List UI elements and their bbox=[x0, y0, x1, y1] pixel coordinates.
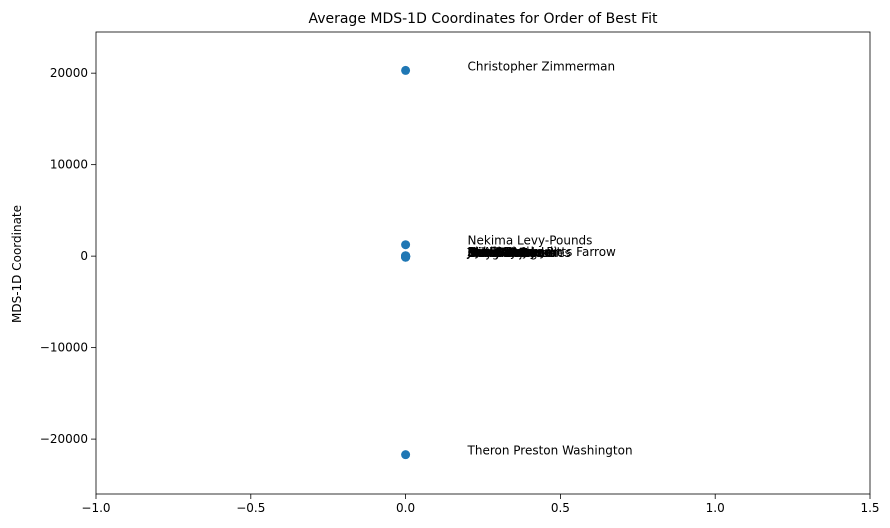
point-label: Christopher Zimmerman bbox=[468, 59, 616, 73]
point-label: Clint Conner bbox=[468, 245, 542, 259]
point-label: Kevin Ward bbox=[468, 246, 535, 260]
data-point bbox=[401, 240, 411, 250]
point-label: AJ Awed bbox=[468, 245, 516, 259]
point-label: Bob Carney Jr bbox=[468, 245, 550, 259]
point-label: Marcus Harcus bbox=[468, 246, 556, 260]
chart-title: Average MDS-1D Coordinates for Order of … bbox=[308, 11, 658, 27]
point-label: Troy Benjegerdes bbox=[467, 246, 571, 260]
y-tick-label: 0 bbox=[80, 249, 88, 263]
plot-frame bbox=[95, 31, 871, 495]
plot-area: −1.0 −0.5 0.0 0.5 1.0 1.5 −20000 −10000 0 10000 20… bbox=[40, 31, 880, 515]
point-label: Ian Shannon Pitts Farrow bbox=[468, 245, 617, 259]
data-point bbox=[401, 251, 411, 261]
y-tick-label: 20000 bbox=[50, 66, 88, 80]
point-label: Laverne Turner bbox=[468, 246, 558, 260]
y-axis-label: MDS-1D Coordinate bbox=[10, 205, 24, 323]
point-label: Kate Knuth bbox=[468, 245, 534, 259]
x-tick-label: 1.0 bbox=[706, 501, 725, 515]
x-tick-label: 0.0 bbox=[396, 501, 415, 515]
x-tick-label: 1.5 bbox=[860, 501, 879, 515]
x-tick-label: 0.5 bbox=[551, 501, 570, 515]
point-label: Mark Globus bbox=[468, 246, 543, 260]
point-label: Doug Nelson bbox=[468, 246, 545, 260]
point-label: Mike Winter bbox=[468, 246, 539, 260]
point-label: Darryl Robinson bbox=[468, 246, 563, 260]
point-label: Jerrell Perry bbox=[467, 245, 537, 259]
point-label: Nekima Levy-Pounds bbox=[468, 234, 593, 248]
point-label: Sheila Nezhad bbox=[468, 245, 554, 259]
point-label: Jacob Frey bbox=[467, 245, 529, 259]
x-tick-label: −1.0 bbox=[81, 501, 110, 515]
point-label: Paul E. Johnson bbox=[468, 246, 559, 260]
x-tick-label: −0.5 bbox=[236, 501, 265, 515]
y-tick-label: 10000 bbox=[50, 158, 88, 172]
data-point bbox=[401, 65, 411, 75]
y-tick-label: −10000 bbox=[40, 341, 88, 355]
y-tick-label: −20000 bbox=[40, 432, 88, 446]
point-label: Theron Preston Washington bbox=[467, 444, 633, 458]
data-point bbox=[401, 450, 411, 460]
